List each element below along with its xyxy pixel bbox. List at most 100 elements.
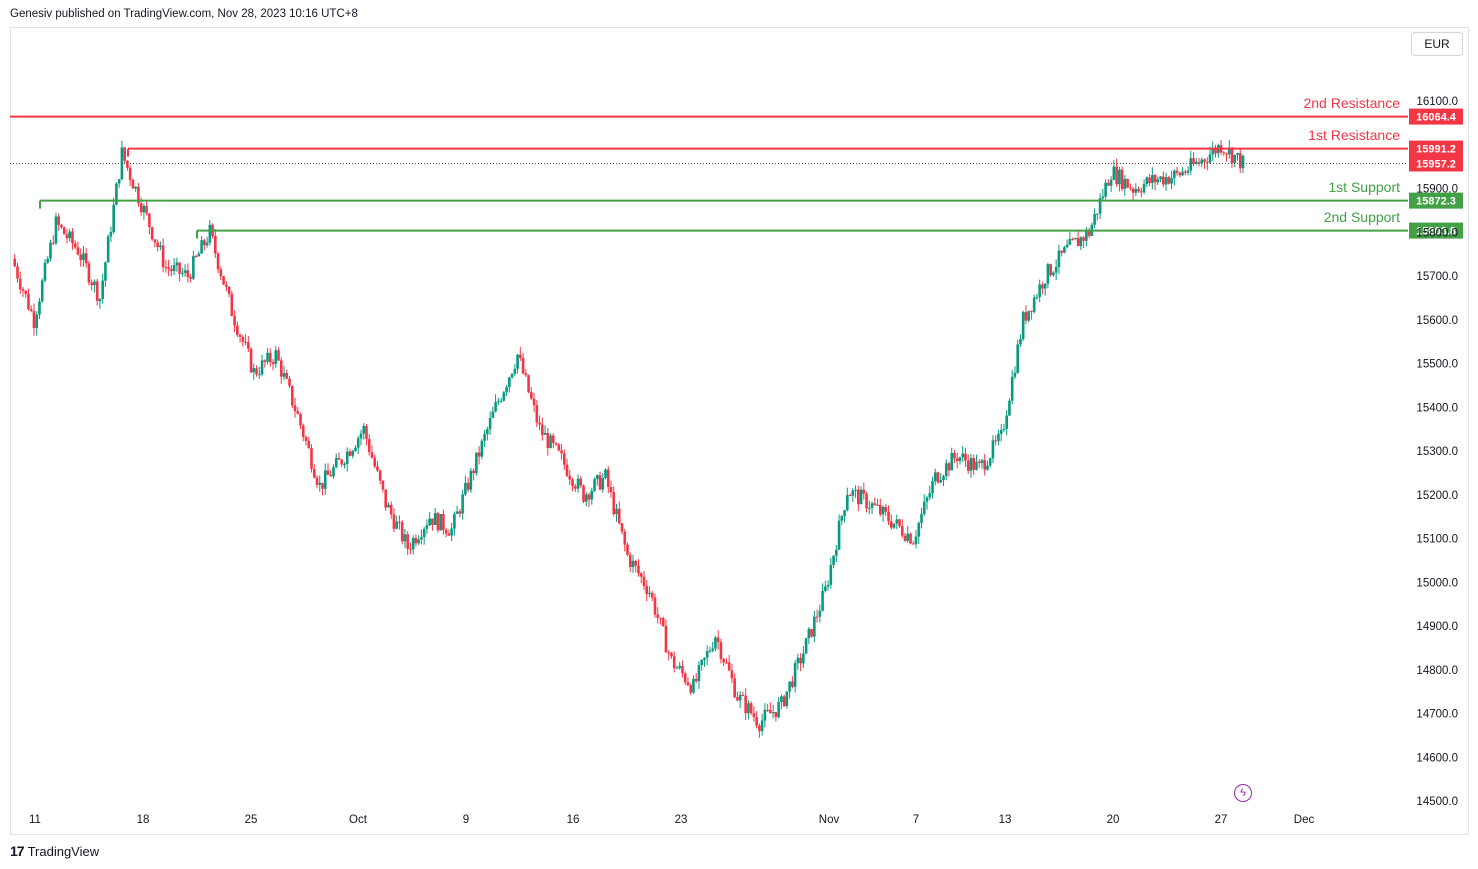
candle-body: [538, 422, 541, 425]
x-tick-label: 25: [245, 814, 258, 826]
candle-body: [486, 429, 489, 435]
candle-body: [760, 720, 764, 732]
candle-body: [1156, 179, 1160, 183]
candle-body: [1002, 428, 1006, 430]
candle-body: [384, 489, 387, 508]
candle-body: [450, 528, 453, 536]
candle-body: [922, 501, 926, 514]
candle-body: [161, 245, 165, 268]
candle-body: [98, 298, 102, 301]
candle-body: [777, 701, 780, 717]
candle-body: [257, 374, 261, 376]
candle-body: [755, 717, 758, 726]
candle-body: [727, 662, 731, 671]
candle-body: [1233, 154, 1237, 163]
level-price-text: 15872.3: [1416, 196, 1456, 208]
candle-body: [672, 656, 676, 669]
candle-body: [57, 216, 61, 225]
candle-body: [134, 186, 137, 189]
candle-body: [557, 444, 561, 451]
candle-body: [862, 489, 866, 494]
candle-body: [266, 352, 269, 362]
candle-body: [60, 224, 63, 228]
candle-body: [736, 697, 739, 701]
candle-body: [414, 537, 418, 544]
level-price-tag: [1409, 222, 1463, 239]
candle-body: [681, 665, 684, 674]
candle-body: [1236, 153, 1239, 155]
candle-body: [612, 492, 616, 515]
candle-body: [1134, 188, 1138, 193]
candle-body: [340, 459, 344, 465]
candle-body: [1151, 174, 1154, 184]
candle-body: [1112, 166, 1116, 180]
candle-body: [1175, 170, 1179, 173]
candle-body: [565, 464, 569, 476]
candle-body: [1049, 264, 1052, 276]
candle-body: [370, 452, 374, 458]
candle-body: [68, 231, 72, 239]
candle-body: [318, 482, 322, 485]
candle-body: [933, 472, 937, 482]
candle-body: [1104, 182, 1107, 197]
candle-body: [601, 477, 605, 490]
candle-body: [840, 516, 844, 521]
candle-body: [1057, 250, 1061, 267]
candle-body: [494, 401, 497, 412]
candle-body: [568, 475, 572, 480]
candle-body: [584, 494, 588, 502]
candle-body: [813, 616, 816, 637]
candle-body: [826, 584, 830, 587]
candle-body: [43, 262, 47, 281]
candle-body: [54, 216, 58, 244]
x-tick-label: 16: [567, 814, 580, 826]
candle-body: [356, 438, 360, 448]
candle-body: [791, 681, 794, 687]
candle-body: [299, 413, 302, 426]
candle-body: [365, 425, 368, 440]
candle-body: [835, 549, 838, 556]
candle-body: [90, 282, 93, 286]
x-tick-label: 7: [913, 814, 919, 826]
candle-body: [1211, 147, 1215, 155]
footer-brand[interactable]: 17 TradingView: [10, 843, 99, 859]
candle-body: [1096, 213, 1099, 215]
candle-body: [733, 678, 736, 698]
level-label: 2nd Support: [1324, 209, 1400, 225]
candle-body: [71, 231, 74, 244]
candle-body: [986, 465, 989, 470]
candle-body: [659, 617, 662, 619]
candle-body: [807, 628, 811, 639]
candle-body: [763, 709, 767, 721]
candle-body: [815, 616, 819, 618]
currency-button[interactable]: EUR: [1411, 32, 1463, 56]
candle-body: [126, 160, 129, 168]
candle-body: [395, 521, 398, 529]
candle-body: [400, 522, 404, 542]
candle-body: [428, 518, 431, 526]
candle-body: [626, 544, 629, 555]
flash-icon[interactable]: ϟ: [1234, 784, 1252, 802]
candle-body: [183, 270, 187, 273]
level-price-text: 16064.4: [1416, 112, 1457, 124]
candle-body: [378, 470, 382, 481]
candle-body: [1238, 153, 1242, 169]
candle-body: [381, 480, 385, 490]
time-axis: 11 18 25 Oct 9 16 23 Nov 7 13 20 27 Dec: [29, 814, 1314, 826]
candle-body: [145, 205, 148, 214]
candle-body: [458, 511, 462, 514]
candle-body: [95, 281, 99, 301]
candle-body: [167, 267, 170, 270]
candle-body: [868, 507, 871, 509]
candle-body: [40, 280, 44, 302]
candle-body: [642, 576, 646, 587]
candle-body: [939, 480, 943, 483]
candle-body: [620, 523, 624, 532]
candle-body: [296, 411, 300, 414]
candle-body: [488, 417, 492, 430]
candle-body: [241, 336, 245, 342]
candle-body: [115, 183, 118, 205]
candle-body: [541, 424, 544, 435]
candle-body: [1120, 169, 1124, 189]
